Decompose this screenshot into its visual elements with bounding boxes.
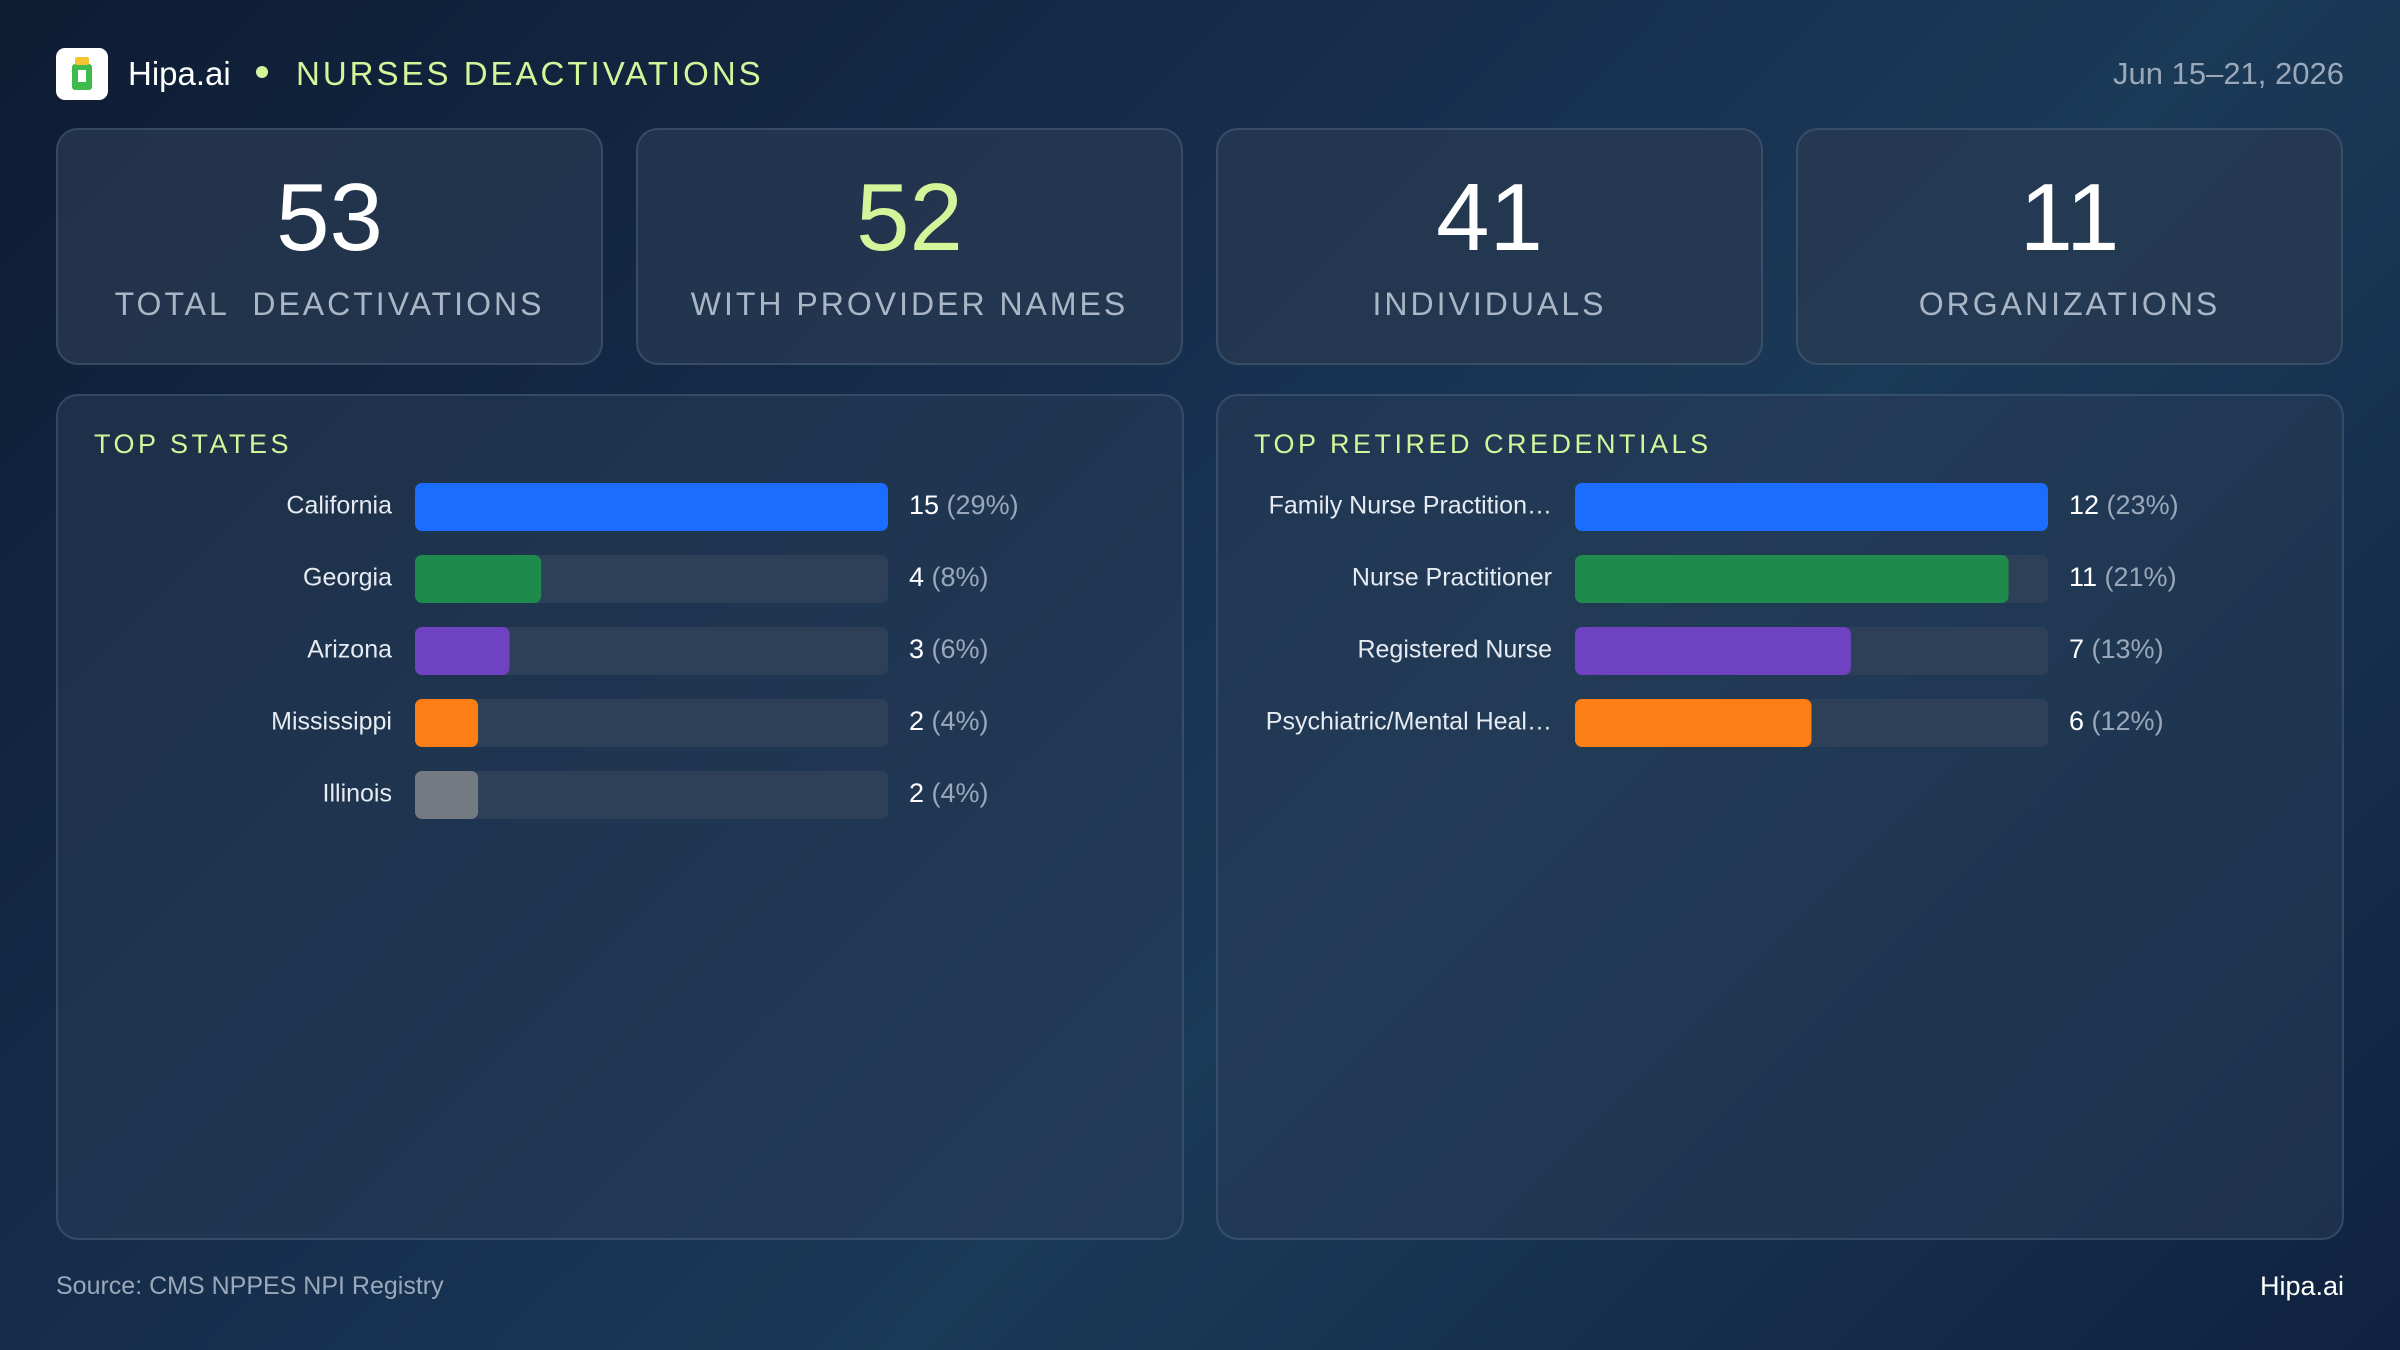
- value-label: 6 (12%): [2069, 706, 2164, 736]
- kpi-label: INDIVIDUALS: [1372, 286, 1607, 322]
- value-label: 11 (21%): [2069, 562, 2177, 592]
- bar: [415, 627, 510, 675]
- bar: [1575, 555, 2009, 603]
- bar: [415, 771, 479, 819]
- category-label: Arizona: [307, 636, 392, 664]
- value-label: 15 (29%): [909, 490, 1019, 520]
- category-label: Illinois: [323, 780, 392, 808]
- logo: [56, 48, 108, 100]
- panel: TOP STATES California 15 (29%) Georgia 4 (8%…: [56, 394, 1184, 1240]
- logo-icon: [72, 57, 92, 90]
- bar-track: [415, 699, 888, 747]
- value-label: 2 (4%): [909, 778, 989, 808]
- chart: TOP RETIRED CREDENTIALS Family Nurse Prac…: [1254, 429, 2179, 747]
- bar: [415, 699, 479, 747]
- kpi-card: 53 TOTAL DEACTIVATIONS: [56, 128, 603, 365]
- page-title: NURSES DEACTIVATIONS: [296, 55, 764, 92]
- category-label: Nurse Practitioner: [1352, 564, 1552, 592]
- kpi-value: 52: [856, 164, 963, 271]
- category-label: Psychiatric/Mental Heal…: [1266, 708, 1552, 736]
- kpi-card: 52 WITH PROVIDER NAMES: [636, 128, 1183, 365]
- brand: Hipa.ai: [128, 55, 231, 92]
- bar-track: [415, 627, 888, 675]
- chart-title: TOP STATES: [94, 429, 292, 459]
- kpi-label: ORGANIZATIONS: [1918, 286, 2221, 322]
- bar: [1575, 627, 1851, 675]
- category-label: Family Nurse Practition…: [1269, 492, 1552, 520]
- bar: [1575, 483, 2048, 531]
- kpi-card: 11 ORGANIZATIONS: [1796, 128, 2343, 365]
- chart-title: TOP RETIRED CREDENTIALS: [1254, 429, 1712, 459]
- bar: [415, 483, 888, 531]
- chart: TOP STATES California 15 (29%) Georgia 4 (8%…: [94, 429, 1019, 819]
- category-label: Georgia: [303, 564, 392, 592]
- panel: TOP RETIRED CREDENTIALS Family Nurse Prac…: [1216, 394, 2344, 1240]
- value-label: 12 (23%): [2069, 490, 2179, 520]
- source: Source: CMS NPPES NPI Registry: [56, 1272, 444, 1300]
- footer-brand: Hipa.ai: [2259, 1271, 2344, 1301]
- value-label: 2 (4%): [909, 706, 989, 736]
- category-label: Registered Nurse: [1357, 636, 1552, 664]
- bar: [1575, 699, 1812, 747]
- category-label: California: [286, 492, 392, 520]
- category-label: Mississippi: [271, 708, 392, 736]
- value-label: 4 (8%): [909, 562, 989, 592]
- kpi-label: TOTAL DEACTIVATIONS: [114, 286, 545, 322]
- kpi-label: WITH PROVIDER NAMES: [690, 286, 1129, 322]
- separator-dot: [256, 66, 268, 78]
- kpi-value: 11: [2019, 164, 2120, 271]
- value-label: 3 (6%): [909, 634, 989, 664]
- kpi-card: 41 INDIVIDUALS: [1216, 128, 1763, 365]
- kpi-value: 53: [276, 164, 383, 271]
- kpi-value: 41: [1436, 164, 1543, 271]
- bar: [415, 555, 542, 603]
- bar-track: [415, 771, 888, 819]
- value-label: 7 (13%): [2069, 634, 2164, 664]
- date-range: Jun 15–21, 2026: [2113, 56, 2344, 91]
